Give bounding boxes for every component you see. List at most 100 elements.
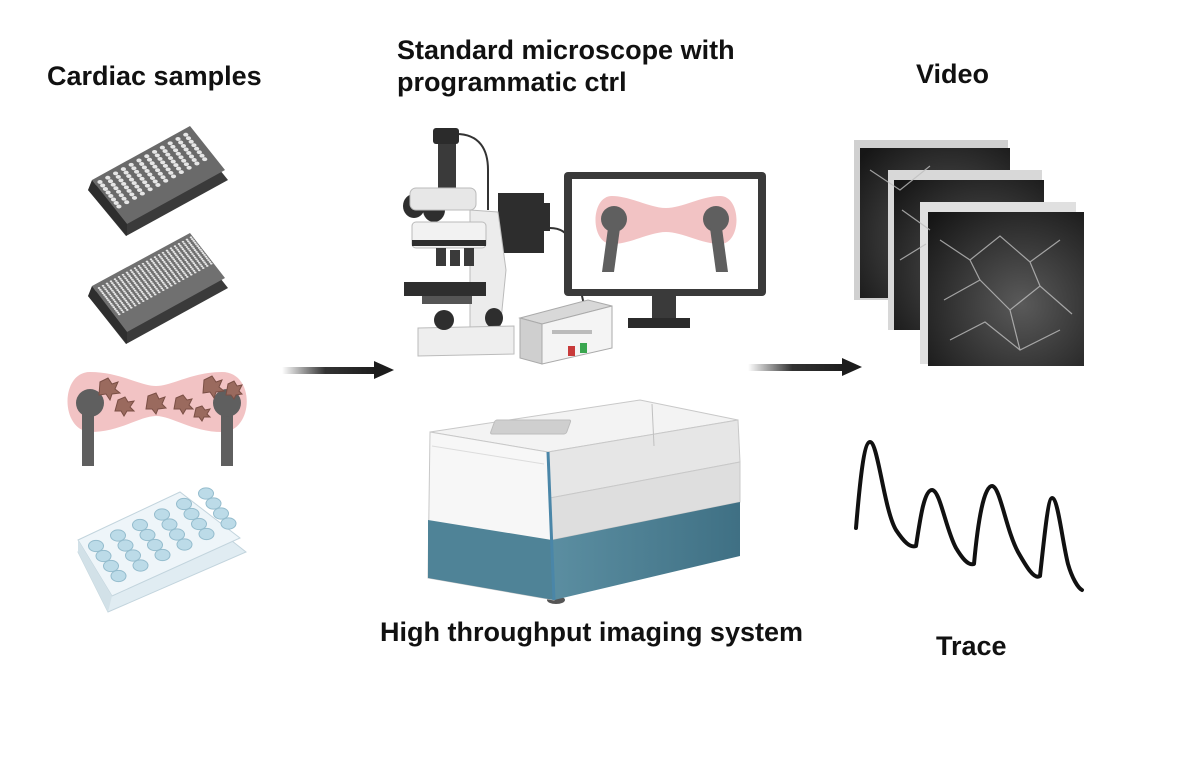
well	[165, 271, 169, 274]
well	[115, 309, 118, 312]
microscope-label-line2: programmatic ctrl	[397, 67, 627, 97]
well	[220, 517, 237, 530]
well	[183, 264, 186, 267]
well	[153, 278, 157, 281]
well	[160, 175, 166, 180]
well	[146, 157, 153, 162]
well	[139, 191, 145, 196]
well	[160, 279, 164, 282]
well	[105, 175, 111, 180]
well	[149, 161, 155, 166]
well	[205, 257, 209, 260]
well	[111, 304, 114, 307]
well	[140, 268, 143, 271]
well	[157, 254, 161, 256]
well	[167, 258, 170, 261]
well	[144, 266, 147, 269]
well	[187, 262, 190, 265]
well	[165, 167, 171, 172]
well	[165, 286, 169, 289]
well	[175, 269, 178, 272]
well	[175, 261, 178, 264]
well	[123, 305, 126, 308]
video-label: Video	[916, 59, 990, 89]
well	[135, 268, 138, 271]
well	[196, 252, 200, 255]
well	[177, 257, 181, 260]
well	[167, 266, 170, 269]
well	[110, 529, 126, 542]
well	[169, 254, 173, 257]
well	[171, 271, 174, 274]
well	[133, 267, 137, 270]
well	[103, 286, 106, 289]
384-well-plate-icon	[88, 233, 228, 344]
well	[132, 287, 136, 290]
well	[117, 298, 121, 301]
well	[136, 158, 142, 163]
well	[196, 267, 200, 270]
well	[168, 170, 174, 175]
well	[131, 278, 134, 281]
well	[183, 257, 186, 260]
well	[129, 299, 133, 302]
well	[124, 299, 128, 302]
well	[187, 255, 190, 258]
well	[136, 293, 140, 296]
well	[155, 280, 158, 283]
well	[141, 277, 145, 280]
well	[131, 166, 137, 171]
well	[200, 257, 204, 260]
well	[110, 182, 116, 187]
well	[139, 281, 142, 284]
well	[197, 254, 201, 257]
well	[117, 276, 121, 278]
well	[155, 257, 158, 260]
well	[152, 284, 156, 287]
well	[201, 259, 205, 262]
well	[125, 293, 129, 296]
well	[139, 266, 142, 269]
well	[187, 270, 190, 273]
well	[180, 261, 184, 264]
well	[178, 170, 184, 175]
well	[161, 259, 165, 262]
well	[179, 259, 182, 262]
well	[152, 269, 156, 272]
well	[125, 301, 129, 304]
well	[187, 240, 190, 243]
well	[120, 167, 126, 172]
well	[152, 291, 156, 294]
well	[196, 260, 200, 263]
well	[177, 272, 181, 275]
trace-label: Trace	[936, 631, 1007, 661]
well	[171, 256, 174, 259]
well	[144, 296, 148, 299]
well	[124, 200, 130, 205]
well	[160, 272, 164, 275]
well	[204, 255, 208, 258]
well	[136, 300, 140, 303]
well	[147, 277, 150, 280]
well	[189, 251, 193, 254]
well	[203, 253, 206, 256]
well	[117, 283, 121, 286]
well	[128, 177, 135, 182]
well	[163, 261, 166, 263]
controller-box-icon	[518, 299, 613, 365]
well	[123, 283, 126, 285]
well	[159, 255, 162, 258]
well	[134, 169, 140, 174]
well	[159, 278, 162, 281]
well	[203, 261, 206, 264]
well	[157, 283, 161, 286]
well	[111, 289, 114, 292]
well	[173, 260, 177, 263]
well	[144, 169, 150, 173]
well	[185, 238, 189, 241]
video-frames-icon	[854, 140, 1084, 366]
well	[137, 272, 141, 275]
well	[177, 243, 181, 245]
well	[167, 273, 170, 276]
well	[177, 280, 181, 283]
